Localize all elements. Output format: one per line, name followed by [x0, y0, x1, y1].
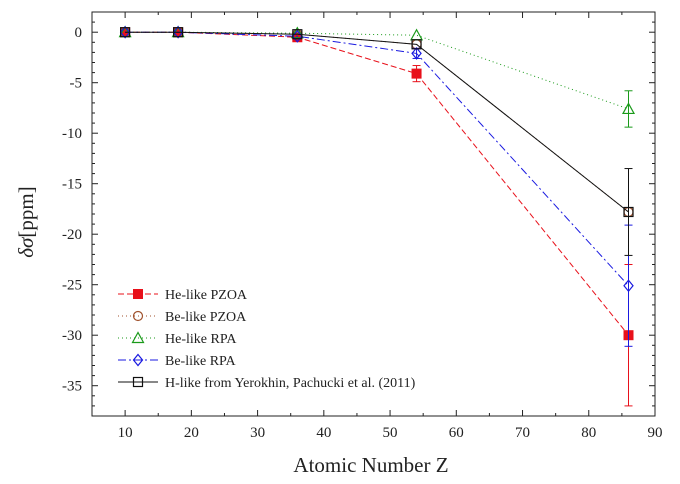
y-tick-label: -20: [62, 227, 82, 243]
legend-item: Be-like RPA: [118, 353, 237, 369]
data-point: [411, 39, 422, 50]
legend-label: Be-like RPA: [165, 354, 237, 369]
legend-item: He-like RPA: [118, 331, 237, 347]
data-point: [623, 206, 634, 218]
x-tick-label: 30: [250, 425, 265, 441]
series-2: [118, 25, 636, 128]
y-tick-label: -5: [70, 76, 83, 92]
data-point: [173, 27, 184, 38]
legend-item: Be-like PZOA: [118, 310, 247, 325]
series-line: [125, 31, 629, 287]
x-tick-label: 10: [118, 425, 133, 441]
x-tick-label: 90: [648, 425, 663, 441]
data-point: [410, 28, 424, 41]
y-axis-title-unit: [ppm]: [14, 186, 38, 237]
legend-label: He-like PZOA: [165, 288, 248, 303]
y-tick-label: -10: [62, 126, 82, 142]
data-point: [623, 279, 634, 293]
x-tick-label: 20: [184, 425, 199, 441]
data-point: [621, 102, 636, 115]
data-point: [290, 26, 304, 39]
y-tick-label: -35: [62, 379, 82, 395]
series-0: [120, 27, 634, 407]
legend-label: He-like RPA: [165, 332, 237, 347]
x-tick-label: 40: [316, 425, 331, 441]
legend-marker: [131, 331, 145, 344]
legend-label: Be-like PZOA: [165, 310, 247, 325]
legend-marker: [132, 310, 144, 322]
data-point: [411, 46, 422, 60]
y-axis-title: δσ[ppm]: [14, 186, 38, 257]
x-tick-label: 70: [515, 425, 530, 441]
legend-marker: [132, 353, 144, 367]
legend: He-like PZOA Be-like PZOA He-like RPA Be-li…: [118, 288, 416, 391]
series-1: [120, 27, 634, 218]
legend-marker: [132, 376, 144, 388]
y-tick-label: 0: [75, 25, 83, 41]
data-point: [292, 29, 303, 40]
data-point: [119, 25, 131, 39]
y-tick-label: -15: [62, 177, 82, 193]
y-tick-label: -25: [62, 278, 82, 294]
legend-item: He-like PZOA: [118, 288, 248, 303]
data-point: [172, 25, 184, 39]
y-axis-title-symbol: δσ: [14, 236, 38, 258]
legend-marker: [133, 289, 143, 299]
legend-item: H-like from Yerokhin, Pachucki et al. (2…: [118, 376, 416, 391]
series-line: [125, 31, 629, 213]
x-tick-label: 80: [581, 425, 596, 441]
data-point: [411, 68, 422, 79]
series-line: [125, 31, 629, 110]
x-axis-title: Atomic Number Z: [293, 453, 448, 477]
x-tick-label: 50: [383, 425, 398, 441]
data-point: [120, 27, 131, 38]
x-tick-label: 60: [449, 425, 464, 441]
legend-label: H-like from Yerokhin, Pachucki et al. (2…: [165, 376, 416, 391]
series-4: [120, 27, 634, 256]
series-line: [125, 31, 629, 213]
y-tick-label: -30: [62, 328, 82, 344]
